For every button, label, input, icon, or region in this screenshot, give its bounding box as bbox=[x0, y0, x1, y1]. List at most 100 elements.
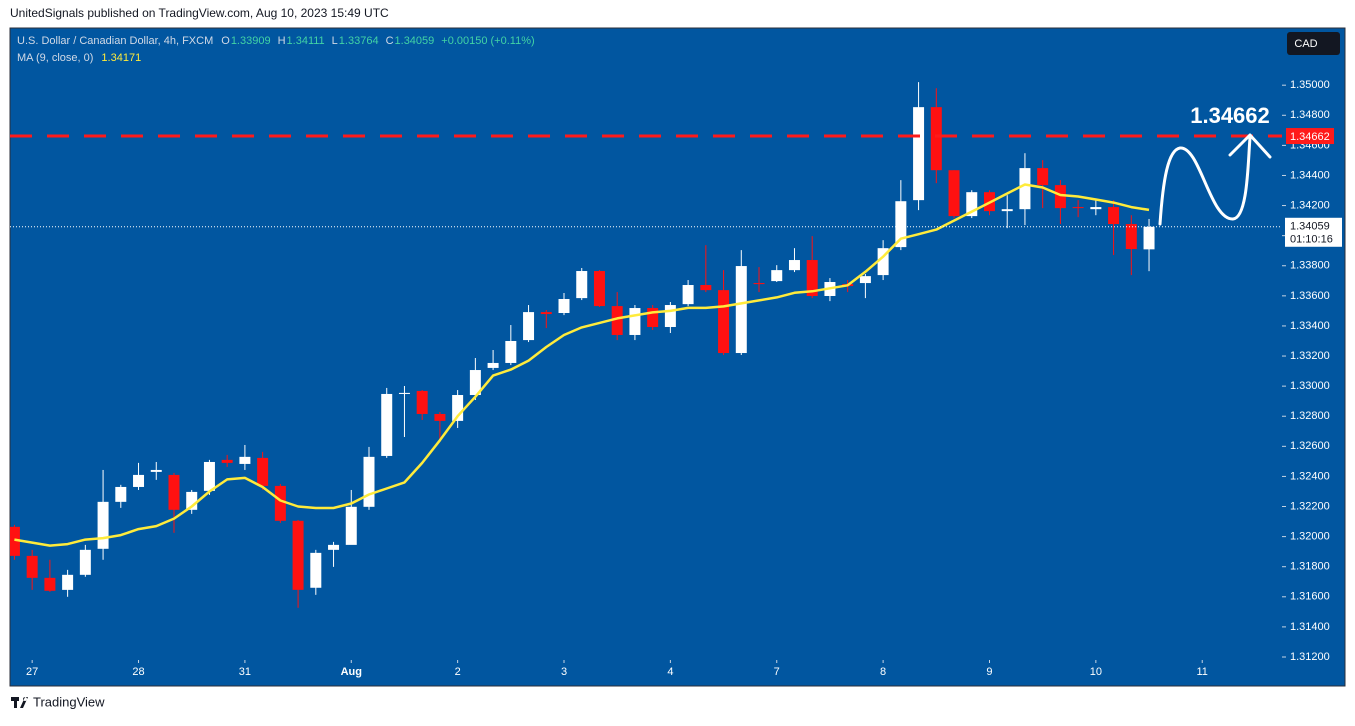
candle-body bbox=[381, 393, 393, 456]
candle-body bbox=[558, 299, 570, 314]
candle-body bbox=[434, 413, 446, 421]
chart-panel bbox=[9, 27, 1346, 687]
candle-body bbox=[1037, 168, 1049, 186]
candle-body bbox=[44, 577, 56, 591]
x-tick-label: 10 bbox=[1090, 666, 1102, 678]
ohlc-value: 1.33909 bbox=[231, 35, 271, 47]
y-tick-label: 1.31400 bbox=[1290, 621, 1330, 633]
candle-body bbox=[345, 506, 357, 545]
indicator-value: 1.34171 bbox=[101, 52, 141, 64]
candle-body bbox=[505, 340, 517, 363]
x-tick-label: 31 bbox=[239, 666, 251, 678]
currency-label[interactable]: CAD bbox=[1294, 38, 1317, 50]
ohlc-letter: O bbox=[221, 35, 230, 47]
candle-body bbox=[186, 491, 198, 510]
candle-body bbox=[930, 107, 942, 171]
bar-countdown: 01:10:16 bbox=[1290, 234, 1333, 246]
candle-body bbox=[718, 290, 730, 354]
ohlc-letter: H bbox=[278, 35, 286, 47]
last-price-tag bbox=[1285, 217, 1342, 247]
candle-body bbox=[487, 362, 499, 368]
x-tick-label: 3 bbox=[561, 666, 567, 678]
candle-body bbox=[806, 260, 818, 296]
y-tick-label: 1.33800 bbox=[1290, 260, 1330, 272]
candle-body bbox=[150, 469, 162, 472]
y-tick-label: 1.32800 bbox=[1290, 410, 1330, 422]
y-tick-label: 1.35000 bbox=[1290, 79, 1330, 91]
candle-body bbox=[771, 270, 783, 282]
x-tick-label: 4 bbox=[667, 666, 673, 678]
candle-body bbox=[753, 283, 765, 285]
candle-body bbox=[523, 312, 535, 341]
candle-body bbox=[859, 276, 871, 284]
y-tick-label: 1.33200 bbox=[1290, 350, 1330, 362]
x-tick-label: Aug bbox=[341, 666, 362, 678]
candle-body bbox=[115, 486, 127, 502]
candle-body bbox=[97, 501, 109, 549]
candle-body bbox=[363, 456, 375, 507]
level-annotation: 1.34662 bbox=[1190, 103, 1270, 128]
y-tick-label: 1.34400 bbox=[1290, 169, 1330, 181]
tradingview-logo bbox=[11, 697, 28, 708]
candle-body bbox=[239, 456, 251, 464]
candle-body bbox=[168, 474, 180, 510]
candle-body bbox=[452, 395, 464, 421]
y-tick-label: 1.32400 bbox=[1290, 470, 1330, 482]
ohlc-letter: L bbox=[332, 35, 338, 47]
x-tick-label: 11 bbox=[1197, 666, 1208, 678]
candle-body bbox=[133, 474, 145, 487]
ma-line bbox=[14, 183, 1150, 547]
candle-body bbox=[62, 574, 74, 590]
y-tick-label: 1.31800 bbox=[1290, 561, 1330, 573]
candle-body bbox=[1019, 168, 1031, 210]
plot-area bbox=[10, 82, 1282, 608]
candle-body bbox=[611, 306, 623, 335]
y-tick-label: 1.32600 bbox=[1290, 440, 1330, 452]
candle-body bbox=[1108, 207, 1120, 225]
y-tick-label: 1.32200 bbox=[1290, 500, 1330, 512]
x-tick-label: 8 bbox=[880, 666, 886, 678]
ohlc-value: 1.33764 bbox=[339, 35, 379, 47]
y-tick-label: 1.33400 bbox=[1290, 320, 1330, 332]
arrow-head bbox=[1228, 133, 1272, 159]
y-tick-label: 1.32000 bbox=[1290, 531, 1330, 543]
candle-body bbox=[895, 201, 907, 248]
candle-body bbox=[788, 260, 800, 271]
candle-body bbox=[948, 170, 960, 217]
candle-body bbox=[398, 392, 410, 394]
currency-button[interactable] bbox=[1287, 32, 1340, 55]
x-tick-label: 9 bbox=[986, 666, 992, 678]
candle-body bbox=[1054, 185, 1066, 209]
candle-body bbox=[416, 390, 428, 414]
candle-body bbox=[593, 271, 605, 307]
candle-body bbox=[10, 526, 20, 556]
y-tick-label: 1.33600 bbox=[1290, 290, 1330, 302]
level-price-label: 1.34662 bbox=[1290, 131, 1330, 143]
y-tick-label: 1.33000 bbox=[1290, 380, 1330, 392]
candle-body bbox=[664, 305, 676, 327]
ohlc-value: 1.34059 bbox=[395, 35, 435, 47]
candle-body bbox=[310, 552, 322, 588]
x-tick-label: 2 bbox=[455, 666, 461, 678]
symbol-title: U.S. Dollar / Canadian Dollar, 4h, FXCM bbox=[17, 35, 213, 47]
candle-body bbox=[682, 285, 694, 305]
candle-body bbox=[647, 308, 659, 327]
level-price-tag bbox=[1286, 128, 1334, 145]
candle-body bbox=[1143, 226, 1155, 250]
ohlc-letter: C bbox=[386, 35, 394, 47]
y-tick-label: 1.31600 bbox=[1290, 591, 1330, 603]
candle-body bbox=[913, 107, 925, 201]
candle-body bbox=[540, 312, 552, 315]
x-tick-label: 7 bbox=[774, 666, 780, 678]
y-tick-label: 1.34200 bbox=[1290, 199, 1330, 211]
forecast-arrow bbox=[1158, 136, 1252, 226]
x-tick-label: 28 bbox=[132, 666, 144, 678]
footer-brand: TradingView bbox=[33, 694, 105, 709]
candle-body bbox=[700, 285, 712, 291]
candle-body bbox=[966, 192, 978, 217]
candle-body bbox=[221, 459, 233, 463]
candle-body bbox=[1125, 224, 1137, 250]
candle-body bbox=[1001, 209, 1013, 212]
overlay: 1.34662 bbox=[1158, 103, 1272, 226]
